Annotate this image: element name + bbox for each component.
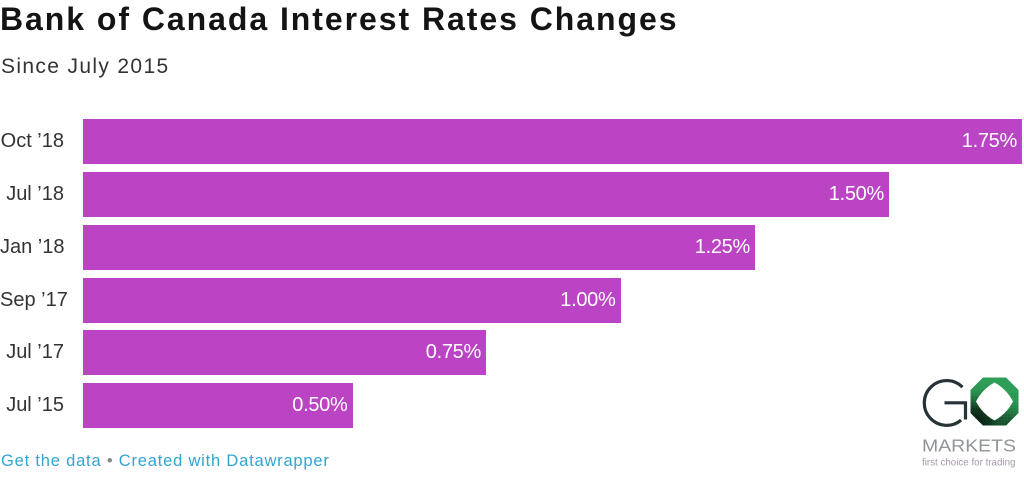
svg-text:MARKETS: MARKETS [922,436,1016,456]
svg-text:first choice for trading: first choice for trading [922,458,1016,469]
